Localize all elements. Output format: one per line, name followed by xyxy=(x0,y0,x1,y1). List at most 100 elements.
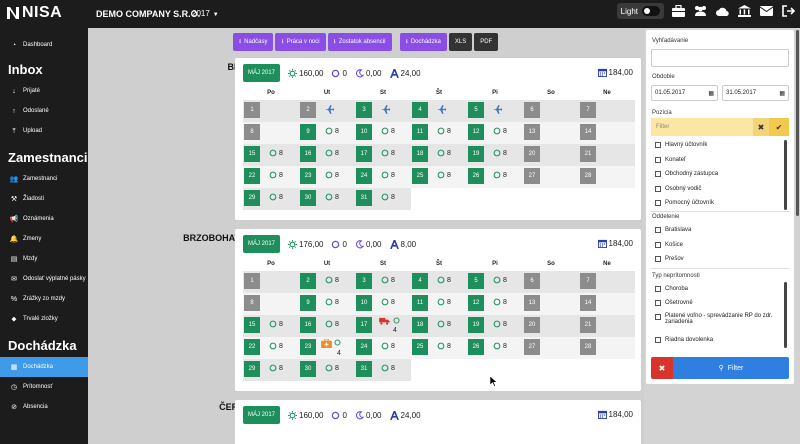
day-cell[interactable]: 8 xyxy=(243,122,299,144)
day-cell[interactable]: 25 8 xyxy=(411,337,467,359)
sidebar-item-absencia[interactable]: ⊘ Absencia xyxy=(0,397,88,417)
position-option[interactable]: Hlavný účtovník xyxy=(655,142,707,148)
day-cell[interactable]: 12 8 xyxy=(467,122,523,144)
check-icon[interactable]: ✔ xyxy=(769,118,789,136)
bank-icon[interactable] xyxy=(736,3,752,19)
sidebar-item-doch-dzka[interactable]: ▦ Dochádzka xyxy=(0,357,88,377)
day-cell[interactable]: 29 8 xyxy=(243,359,299,381)
day-cell[interactable]: 24 8 xyxy=(355,337,411,359)
day-cell[interactable]: 26 8 xyxy=(467,166,523,188)
day-cell[interactable]: 13 xyxy=(523,122,579,144)
zostatok-absencii-button[interactable]: ⭳ Zostatok absencií xyxy=(327,33,392,51)
position-scrollbar[interactable] xyxy=(784,140,787,210)
day-cell[interactable]: 23 4 xyxy=(299,337,355,359)
reset-filter-button[interactable]: ✖ xyxy=(651,357,673,379)
day-cell[interactable]: 29 8 xyxy=(243,188,299,210)
day-cell[interactable]: 2 xyxy=(299,100,355,122)
day-cell[interactable]: 28 xyxy=(579,166,635,188)
calendar-icon[interactable]: ▦ xyxy=(779,90,785,97)
day-cell[interactable]: 15 8 xyxy=(243,315,299,337)
praca-v-noci-button[interactable]: ⭳ Práca v noci xyxy=(275,33,326,51)
logout-icon[interactable] xyxy=(780,3,796,19)
day-cell[interactable]: 19 8 xyxy=(467,144,523,166)
sidebar-item-odosla-v-platn-p-sky[interactable]: ✉ Odoslať výplatné pásky xyxy=(0,269,88,289)
sidebar-item-mzdy[interactable]: ▤ Mzdy xyxy=(0,249,88,269)
day-cell[interactable]: 30 8 xyxy=(299,188,355,210)
absence-option[interactable]: Choroba xyxy=(655,286,688,292)
absence-scrollbar[interactable] xyxy=(784,282,787,348)
position-option[interactable]: Konateľ xyxy=(655,156,686,163)
date-to-input[interactable]: 31.05.2017 ▦ xyxy=(722,85,789,101)
sidebar-item--iadosti[interactable]: ⚒ Žiadosti xyxy=(0,189,88,209)
cloud-icon[interactable] xyxy=(714,3,730,19)
day-cell[interactable]: 14 xyxy=(579,122,635,144)
checkbox[interactable] xyxy=(655,171,661,177)
day-cell[interactable]: 21 xyxy=(579,315,635,337)
day-cell[interactable]: 27 xyxy=(523,337,579,359)
day-cell[interactable]: 5 xyxy=(467,100,523,122)
dochadzka-button[interactable]: ⭳ Dochádzka xyxy=(399,33,447,51)
checkbox[interactable] xyxy=(655,337,661,343)
day-cell[interactable]: 18 8 xyxy=(411,144,467,166)
day-cell[interactable]: 10 8 xyxy=(355,293,411,315)
absence-option[interactable]: Platené voľno - sprevádzanie RP do zdr. … xyxy=(655,313,781,325)
sidebar-item-pr-tomnos-[interactable]: ◷ Prítomnosť xyxy=(0,377,88,397)
sidebar-item-upload[interactable]: ⤒ Upload xyxy=(0,121,88,141)
company-name[interactable]: DEMO COMPANY S.R.O. xyxy=(96,9,201,19)
checkbox[interactable] xyxy=(655,185,661,192)
day-cell[interactable]: 27 xyxy=(523,166,579,188)
day-cell[interactable]: 17 4 xyxy=(355,315,411,337)
checkbox[interactable] xyxy=(655,142,661,148)
day-cell[interactable]: 31 8 xyxy=(355,359,411,381)
position-filter-input[interactable]: Filter xyxy=(656,124,670,130)
toggle-switch[interactable] xyxy=(642,6,660,16)
sidebar-item-zamestnanci[interactable]: 👥 Zamestnanci xyxy=(0,169,88,189)
day-cell[interactable]: 14 xyxy=(579,293,635,315)
xls-button[interactable]: XLS xyxy=(448,33,473,51)
absence-option[interactable]: Ošetrovné xyxy=(655,300,693,306)
checkbox[interactable] xyxy=(655,241,661,248)
month-badge[interactable]: MÁJ 2017 xyxy=(243,235,281,253)
day-cell[interactable]: 18 8 xyxy=(411,315,467,337)
day-cell[interactable]: 10 8 xyxy=(355,122,411,144)
page-scrollbar[interactable] xyxy=(796,30,799,216)
day-cell[interactable]: 6 xyxy=(523,271,579,293)
day-cell[interactable]: 19 8 xyxy=(467,315,523,337)
sidebar-item-zr-ky-zo-mzdy[interactable]: % Zrážky zo mzdy xyxy=(0,289,88,309)
day-cell[interactable]: 15 8 xyxy=(243,144,299,166)
day-cell[interactable]: 11 8 xyxy=(411,293,467,315)
sidebar-item-ozn-menia[interactable]: 📢 Oznámenia xyxy=(0,209,88,229)
day-cell[interactable]: 21 xyxy=(579,144,635,166)
theme-toggle[interactable]: Light xyxy=(616,3,664,19)
envelope-icon[interactable] xyxy=(758,3,774,19)
filter-submit-button[interactable]: ⚲ Filter xyxy=(673,357,789,379)
checkbox[interactable] xyxy=(655,314,661,320)
search-input[interactable] xyxy=(651,49,789,67)
day-cell[interactable]: 20 xyxy=(523,144,579,166)
checkbox[interactable] xyxy=(655,200,661,206)
date-from-input[interactable]: 01.05.2017 ▦ xyxy=(651,85,718,101)
sidebar-item-zmeny[interactable]: 🔔 Zmeny xyxy=(0,229,88,249)
checkbox[interactable] xyxy=(655,156,661,163)
sidebar-item-trval-zlo-ky[interactable]: ⬥ Trvalé zložky xyxy=(0,309,88,329)
day-cell[interactable]: 7 xyxy=(579,271,635,293)
day-cell[interactable]: 17 8 xyxy=(355,144,411,166)
day-cell[interactable]: 16 8 xyxy=(299,315,355,337)
day-cell[interactable]: 13 xyxy=(523,293,579,315)
pdf-button[interactable]: PDF xyxy=(474,33,499,51)
day-cell[interactable]: 31 8 xyxy=(355,188,411,210)
briefcase-icon[interactable] xyxy=(670,3,686,19)
checkbox[interactable] xyxy=(655,256,661,262)
day-cell[interactable]: 30 8 xyxy=(299,359,355,381)
day-cell[interactable]: 26 8 xyxy=(467,337,523,359)
day-cell[interactable]: 6 xyxy=(523,100,579,122)
day-cell[interactable]: 20 xyxy=(523,315,579,337)
sidebar-item-dashboard[interactable]: ◔ Dashboard xyxy=(0,35,88,55)
position-option[interactable]: Obchodný zástupca xyxy=(655,171,718,177)
day-cell[interactable]: 12 8 xyxy=(467,293,523,315)
nadcasy-button[interactable]: ⭳ Nadčasy xyxy=(233,33,274,51)
